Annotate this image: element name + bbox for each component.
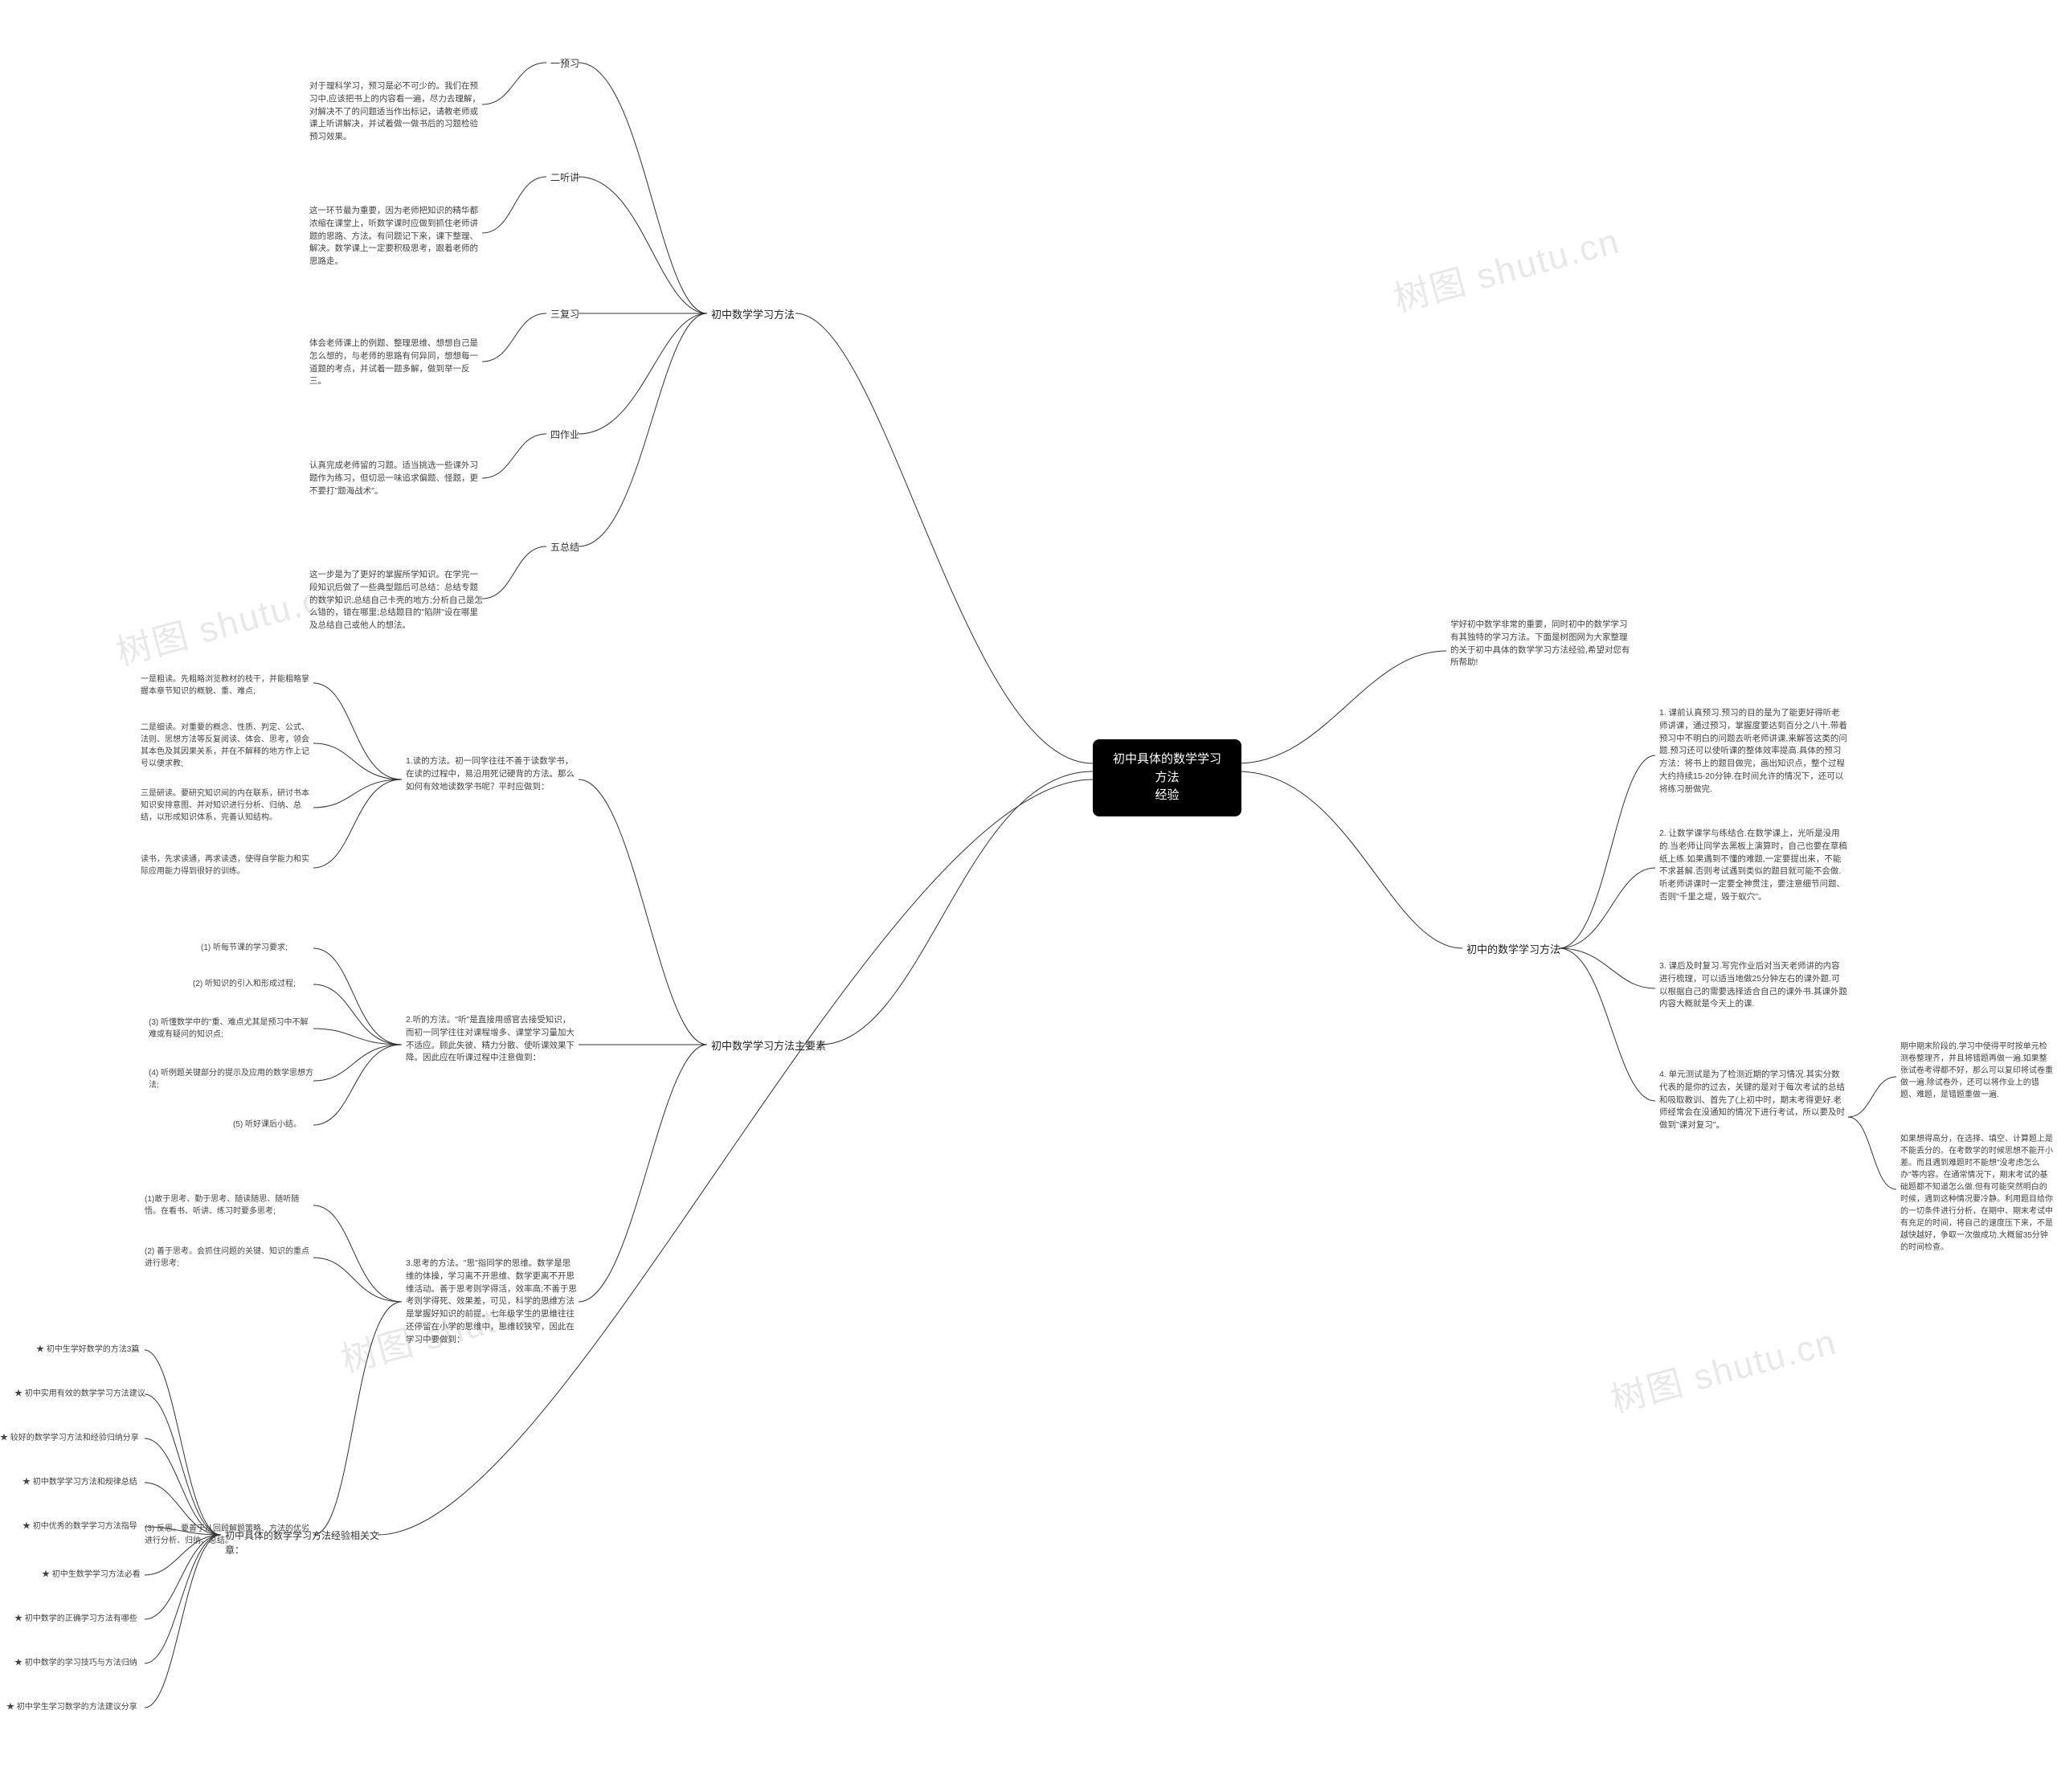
sub-summary: 五总结 — [550, 540, 579, 554]
leaf-preview-desc: 对于理科学习，预习是必不可少的。我们在预习中,应该把书上的内容看一遍，尽力去理解… — [309, 80, 486, 144]
article-link: ★ 初中实用有效的数学学习方法建议 — [14, 1388, 145, 1400]
leaf-r4-sub2: 如果想得高分，在选择、填空、计算题上是不能丢分的。在考数学的时候思想不能开小差。… — [1900, 1133, 2053, 1254]
leaf-think-2: (2) 善于思考。会抓住问题的关键、知识的重点进行思考; — [145, 1246, 313, 1270]
root-node: 初中具体的数学学习方法经验 — [1093, 739, 1241, 816]
article-link: ★ 较好的数学学习方法和经验归纳分享 — [0, 1432, 139, 1444]
article-link: ★ 初中生学好数学的方法3篇 — [36, 1344, 139, 1356]
watermark: 树图 shutu.cn — [1605, 1313, 1842, 1423]
leaf-listen-desc: 这一环节最为重要，因为老师把知识的精华都浓缩在课堂上，听数学课时应做到抓住老师讲… — [309, 205, 486, 268]
sub-listen-method: 2.听的方法。"听"是直接用感官去接受知识，而初一同学往往对课程增多、课堂学习量… — [406, 1014, 579, 1065]
leaf-listen-4: (4) 听例题关键部分的提示及应用的数学思想方法; — [149, 1067, 313, 1091]
leaf-homework-desc: 认真完成老师留的习题。适当挑选一些课外习题作为练习，但切忌一味追求偏题、怪题，更… — [309, 460, 486, 497]
branch-study-methods: 初中数学学习方法 — [711, 307, 795, 323]
leaf-review-desc: 体会老师课上的例题、整理思维、想想自己是怎么想的，与老师的思路有何异同，想想每一… — [309, 338, 486, 388]
watermark: 树图 shutu.cn — [1388, 212, 1625, 322]
sub-think-method: 3.思考的方法。"思"指同学的思维。数学是思维的体操，学习离不开思维、数学更离不… — [406, 1258, 579, 1346]
leaf-read-2: 二是细读。对重要的概念、性质、判定、公式、法则、思想方法等反复阅读、体会、思考，… — [141, 722, 313, 770]
leaf-read-3: 三是研读。要研究知识间的内在联系，研讨书本知识安排意图、并对知识进行分析、归纳、… — [141, 788, 313, 824]
sub-listen: 二听讲 — [550, 170, 579, 185]
leaf-r2: 2. 让数学课学与练结合.在数学课上，光听是没用的.当老师让同学去黑板上演算时，… — [1659, 828, 1848, 904]
branch-related-articles: 初中具体的数学学习方法经验相关文章： — [225, 1528, 382, 1557]
intro-text: 学好初中数学非常的重要，同时初中的数学学习有其独特的学习方法。下面是树图网为大家… — [1450, 619, 1631, 669]
article-link: ★ 初中数学学习方法和规律总结 — [22, 1476, 137, 1488]
leaf-read-4: 读书，先求读通，再求读透，使得自学能力和实际应用能力得到很好的训练。 — [141, 853, 313, 878]
sub-read-method: 1.读的方法。初一同学往往不善于读数学书，在读的过程中，易沿用死记硬背的方法。那… — [406, 755, 579, 793]
sub-homework: 四作业 — [550, 428, 579, 442]
article-link: ★ 初中学生学习数学的方法建议分享 — [6, 1701, 137, 1713]
leaf-listen-5: (5) 听好课后小结。 — [233, 1119, 301, 1131]
sub-preview: 一预习 — [550, 56, 579, 71]
article-link: ★ 初中优秀的数学学习方法指导 — [22, 1520, 137, 1532]
leaf-listen-3: (3) 听懂数学中的"重、难点尤其是预习中不解难或有疑问的知识点; — [149, 1017, 313, 1041]
leaf-r1: 1. 课前认真预习.预习的目的是为了能更好得听老师讲课，通过预习，掌握度要达到百… — [1659, 707, 1848, 796]
leaf-r4: 4. 单元测试是为了检测近期的学习情况.其实分数代表的是你的过去，关键的是对于每… — [1659, 1069, 1848, 1132]
leaf-listen-2: (2) 听知识的引入和形成过程; — [193, 978, 296, 990]
leaf-summary-desc: 这一步是为了更好的掌握所学知识。在学完一段知识后做了一些典型题后可总结：总结专题… — [309, 569, 486, 632]
leaf-r4-sub1: 期中期末阶段的.学习中使得平时按单元检测卷整理齐，并且将错题再做一遍.如果整张试… — [1900, 1041, 2053, 1101]
article-link: ★ 初中数学的正确学习方法有哪些 — [14, 1613, 137, 1625]
leaf-listen-1: (1) 听每节课的学习要求; — [201, 942, 288, 954]
sub-review: 三复习 — [550, 307, 579, 321]
article-link: ★ 初中数学的学习技巧与方法归纳 — [14, 1657, 137, 1669]
branch-elements: 初中数学学习方法主要素 — [711, 1038, 826, 1054]
leaf-r3: 3. 课后及时复习.写完作业后对当天老师讲的内容进行梳理，可以适当地做25分钟左… — [1659, 960, 1848, 1011]
leaf-read-1: 一是粗读。先粗略浏览教材的枝干，并能粗略掌握本章节知识的概貌、重、难点; — [141, 673, 313, 698]
leaf-think-1: (1)敢于思考、勤于思考、随读随思、随听随悟。在看书、听讲、练习时要多思考; — [145, 1193, 313, 1217]
branch-jhs-methods: 初中的数学学习方法 — [1466, 942, 1560, 958]
article-link: ★ 初中生数学学习方法必看 — [42, 1569, 141, 1581]
